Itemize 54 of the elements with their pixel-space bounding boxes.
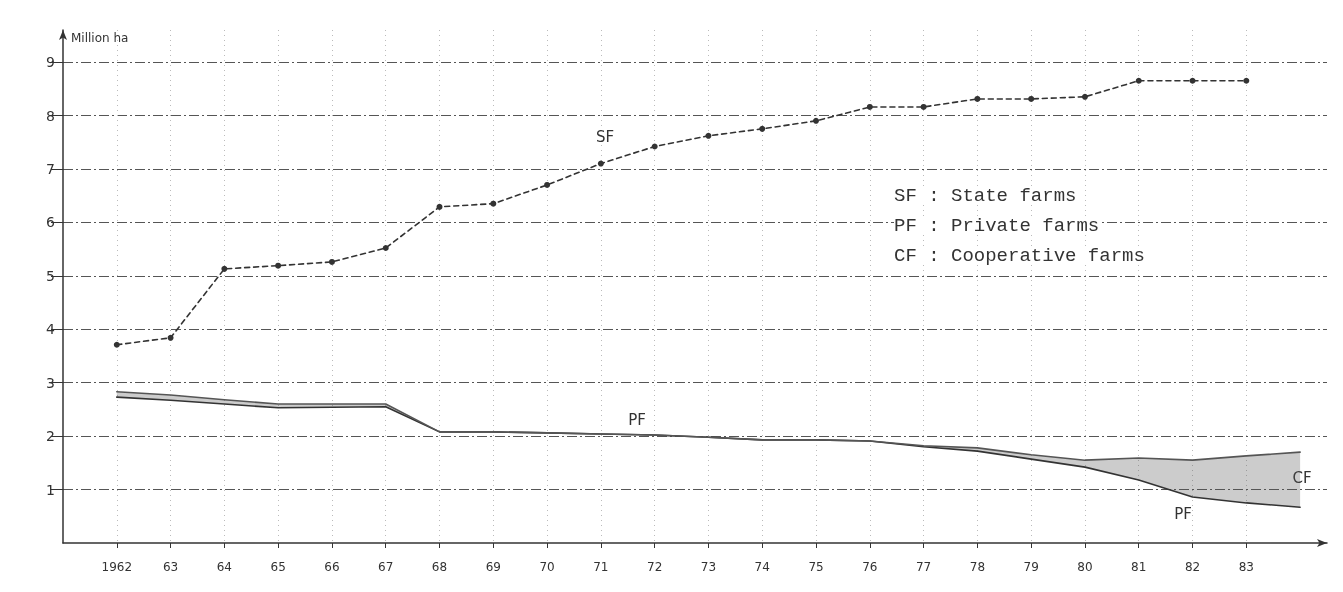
x-tick-label: 75 [808,560,824,574]
point [490,200,497,207]
x-tick-label: 1962 [101,560,133,574]
x-tick-label: 79 [1023,560,1039,574]
x-tick-label: 82 [1184,560,1201,574]
x-tick-label: 70 [539,560,555,574]
point [597,160,604,167]
annotation: PF [628,411,646,429]
point [1243,77,1250,84]
x-tick-label: 67 [378,560,394,574]
annotation: PF [1174,505,1192,523]
x-tick-label: 69 [485,560,501,574]
y-tick-label: 1 [46,481,55,498]
y-tick-label: 2 [46,428,55,445]
y-tick-label: 3 [46,374,55,391]
x-tick-label: 71 [593,560,609,574]
point [113,341,120,348]
point [221,265,228,272]
x-tick-label: 77 [915,560,932,574]
point [1081,93,1088,100]
x-tick-label: 68 [431,560,448,574]
y-axis-title: Million ha [71,31,129,45]
point [436,203,443,210]
point [328,258,335,265]
x-tick-label: 72 [647,560,663,574]
point [167,334,174,341]
annotation: SF [595,128,615,146]
point [1028,95,1035,102]
point [705,132,712,139]
point [920,103,927,110]
annotation: SF : State farms [894,184,1077,207]
x-tick-label: 74 [754,560,770,574]
x-tick-label: 65 [270,560,286,574]
x-tick-label: 81 [1131,560,1147,574]
point [1189,77,1196,84]
point [813,117,820,124]
point [544,181,551,188]
point [759,125,766,132]
point [275,262,282,269]
x-tick-label: 78 [969,560,986,574]
annotation: CF [1292,469,1312,487]
x-tick-label: 83 [1238,560,1254,574]
x-tick-label: 73 [700,560,717,574]
point [866,103,873,110]
x-tick-label: 63 [162,560,179,574]
point [1135,77,1142,84]
point [382,245,389,252]
x-tick-label: 80 [1077,560,1093,574]
x-tick-label: 76 [862,560,878,574]
x-tick-label: 66 [324,560,340,574]
point [974,95,981,102]
annotation: CF : Cooperative farms [894,244,1145,267]
x-tick-label: 64 [216,560,232,574]
annotation: PF : Private farms [894,214,1100,237]
